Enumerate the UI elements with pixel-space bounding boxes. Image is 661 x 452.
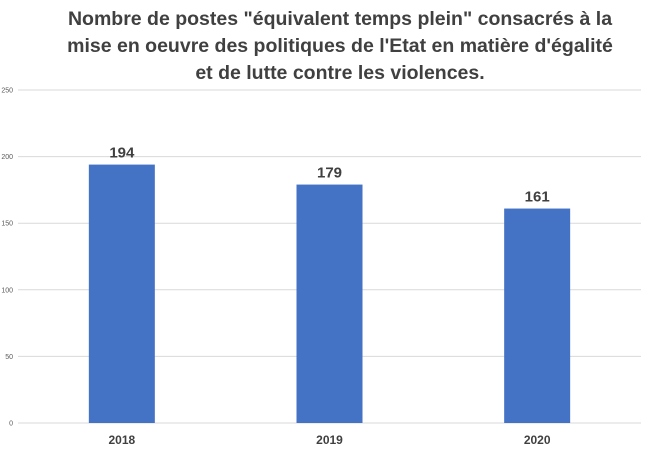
x-category-label: 2019 — [316, 433, 343, 447]
data-labels: 194 179 161 — [109, 145, 549, 206]
bar-2020 — [504, 208, 571, 423]
bar-2019 — [296, 184, 363, 423]
data-label-2019: 179 — [317, 165, 342, 182]
y-axis-ticks: 0 50 100 150 200 250 — [1, 88, 13, 428]
y-tick-label: 200 — [1, 154, 13, 161]
bars — [88, 164, 571, 424]
y-tick-label: 100 — [1, 287, 13, 294]
x-category-label: 2020 — [524, 433, 551, 447]
chart-title-line-3: et de lutte contre les violences. — [195, 62, 485, 84]
y-tick-label: 0 — [9, 421, 13, 428]
chart-title-line-1: Nombre de postes "équivalent temps plein… — [67, 8, 613, 30]
data-label-2020: 161 — [525, 189, 550, 206]
chart-title: Nombre de postes "équivalent temps plein… — [40, 6, 640, 87]
bar-2018 — [88, 164, 155, 424]
y-tick-label: 50 — [5, 354, 13, 361]
y-tick-label: 150 — [1, 221, 13, 228]
data-label-2018: 194 — [109, 145, 135, 162]
x-axis-categories: 2018 2019 2020 — [108, 433, 550, 447]
x-category-label: 2018 — [108, 433, 135, 447]
y-tick-label: 250 — [1, 88, 13, 95]
chart-title-line-2: mise en oeuvre des politiques de l'Etat … — [67, 35, 613, 57]
